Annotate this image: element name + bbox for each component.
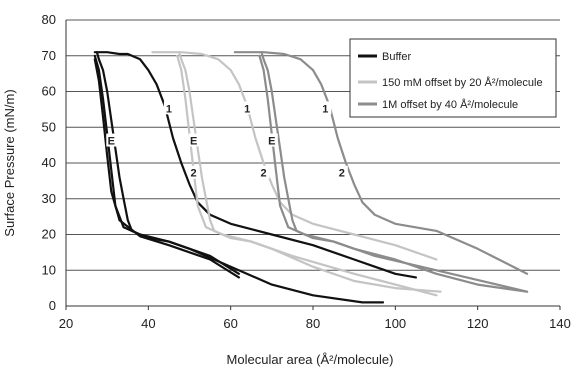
x-tick-labels: 20 40 60 80 100 120 140 bbox=[59, 316, 571, 331]
x-tick-label: 100 bbox=[384, 316, 406, 331]
y-tick-label: 10 bbox=[42, 262, 56, 277]
curve-annotation: 2 bbox=[191, 168, 197, 180]
curve-annotation: 1 bbox=[322, 103, 328, 115]
series-0-curve-3 bbox=[93, 58, 240, 279]
annotation-backdrop bbox=[336, 165, 348, 179]
x-tick-label: 20 bbox=[59, 316, 73, 331]
y-tick-label: 40 bbox=[42, 155, 56, 170]
legend-entry-150mm: 150 mM offset by 20 Å²/molecule bbox=[382, 76, 543, 89]
legend-box bbox=[349, 38, 557, 118]
annotation-backdrop bbox=[258, 165, 270, 179]
x-tick-label: 120 bbox=[467, 316, 489, 331]
curve-annotation: 2 bbox=[261, 168, 267, 180]
series-1-curve-1 bbox=[178, 51, 442, 293]
annotation-backdrop bbox=[242, 101, 254, 115]
axes bbox=[65, 20, 561, 310]
curve-annotations: 1 2 E 1 2 E 1 2 E bbox=[106, 101, 348, 180]
series-1-curve-0 bbox=[151, 51, 438, 261]
curve-annotation: E bbox=[268, 136, 275, 148]
y-tick-label: 0 bbox=[49, 298, 56, 313]
y-tick-label: 60 bbox=[42, 84, 56, 99]
curve-annotation: E bbox=[108, 136, 115, 148]
x-tick-label: 40 bbox=[141, 316, 155, 331]
series-2-curve-2 bbox=[258, 54, 529, 293]
grid-lines bbox=[66, 19, 560, 307]
y-tick-label: 70 bbox=[42, 48, 56, 63]
y-tick-label: 30 bbox=[42, 191, 56, 206]
data-series bbox=[93, 51, 529, 304]
series-2-curve-0 bbox=[233, 51, 529, 275]
curve-annotation: 1 bbox=[166, 103, 172, 115]
legend: Buffer 150 mM offset by 20 Å²/molecule 1… bbox=[349, 38, 557, 118]
annotation-backdrop bbox=[188, 133, 200, 147]
x-tick-label: 60 bbox=[223, 316, 237, 331]
y-tick-label: 20 bbox=[42, 227, 56, 242]
series-0-curve-2 bbox=[93, 54, 240, 275]
y-tick-label: 80 bbox=[42, 12, 56, 27]
x-tick-label: 140 bbox=[549, 316, 571, 331]
annotation-backdrop bbox=[266, 133, 278, 147]
y-tick-label: 50 bbox=[42, 119, 56, 134]
annotation-backdrop bbox=[106, 133, 118, 147]
curve-annotation: E bbox=[190, 136, 197, 148]
annotation-backdrop bbox=[188, 165, 200, 179]
curve-annotation: 2 bbox=[339, 168, 345, 180]
y-tick-labels: 0 10 20 30 40 50 60 70 80 bbox=[42, 12, 56, 313]
legend-entry-buffer: Buffer bbox=[382, 51, 411, 63]
series-1-curve-2 bbox=[176, 54, 438, 297]
annotation-backdrop bbox=[320, 101, 332, 115]
y-axis-label: Surface Pressure (mN/m) bbox=[2, 89, 17, 236]
curve-annotation: 1 bbox=[244, 103, 250, 115]
series-0-curve-0 bbox=[93, 51, 417, 279]
legend-entry-1m: 1M offset by 40 Å²/molecule bbox=[382, 98, 518, 111]
x-axis-label: Molecular area (Å²/molecule) bbox=[227, 352, 394, 367]
annotation-backdrop bbox=[163, 101, 175, 115]
x-tick-label: 80 bbox=[306, 316, 320, 331]
series-0-curve-1 bbox=[95, 51, 385, 304]
